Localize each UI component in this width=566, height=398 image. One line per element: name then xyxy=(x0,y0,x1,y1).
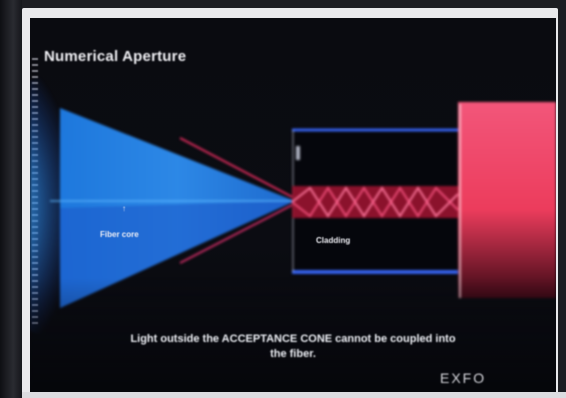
cone-marker: ↑ xyxy=(122,204,126,213)
outside-ray-upper xyxy=(179,137,299,201)
brand-logo: EXFO xyxy=(440,370,487,386)
slide-title: Numerical Aperture xyxy=(44,48,187,65)
cladding-marker xyxy=(296,146,300,160)
zigzag-ray-lower xyxy=(291,186,459,218)
screen-bezel-left xyxy=(0,0,22,398)
fiber-label: Cladding xyxy=(316,236,351,245)
bottom-shade xyxy=(30,278,556,392)
screen-bezel-bottom xyxy=(22,392,566,398)
slide-screen: Numerical Aperture ↑ Fiber core Cladding… xyxy=(30,18,556,392)
caption-line-2: the fiber. xyxy=(270,348,316,360)
numerical-aperture-diagram xyxy=(30,76,556,392)
outside-ray-lower xyxy=(179,201,299,264)
slide-caption: Light outside the ACCEPTANCE CONE cannot… xyxy=(30,332,556,362)
cone-label: Fiber core xyxy=(100,230,139,239)
red-output-panel xyxy=(458,102,556,298)
caption-line-1: Light outside the ACCEPTANCE CONE cannot… xyxy=(130,333,456,345)
